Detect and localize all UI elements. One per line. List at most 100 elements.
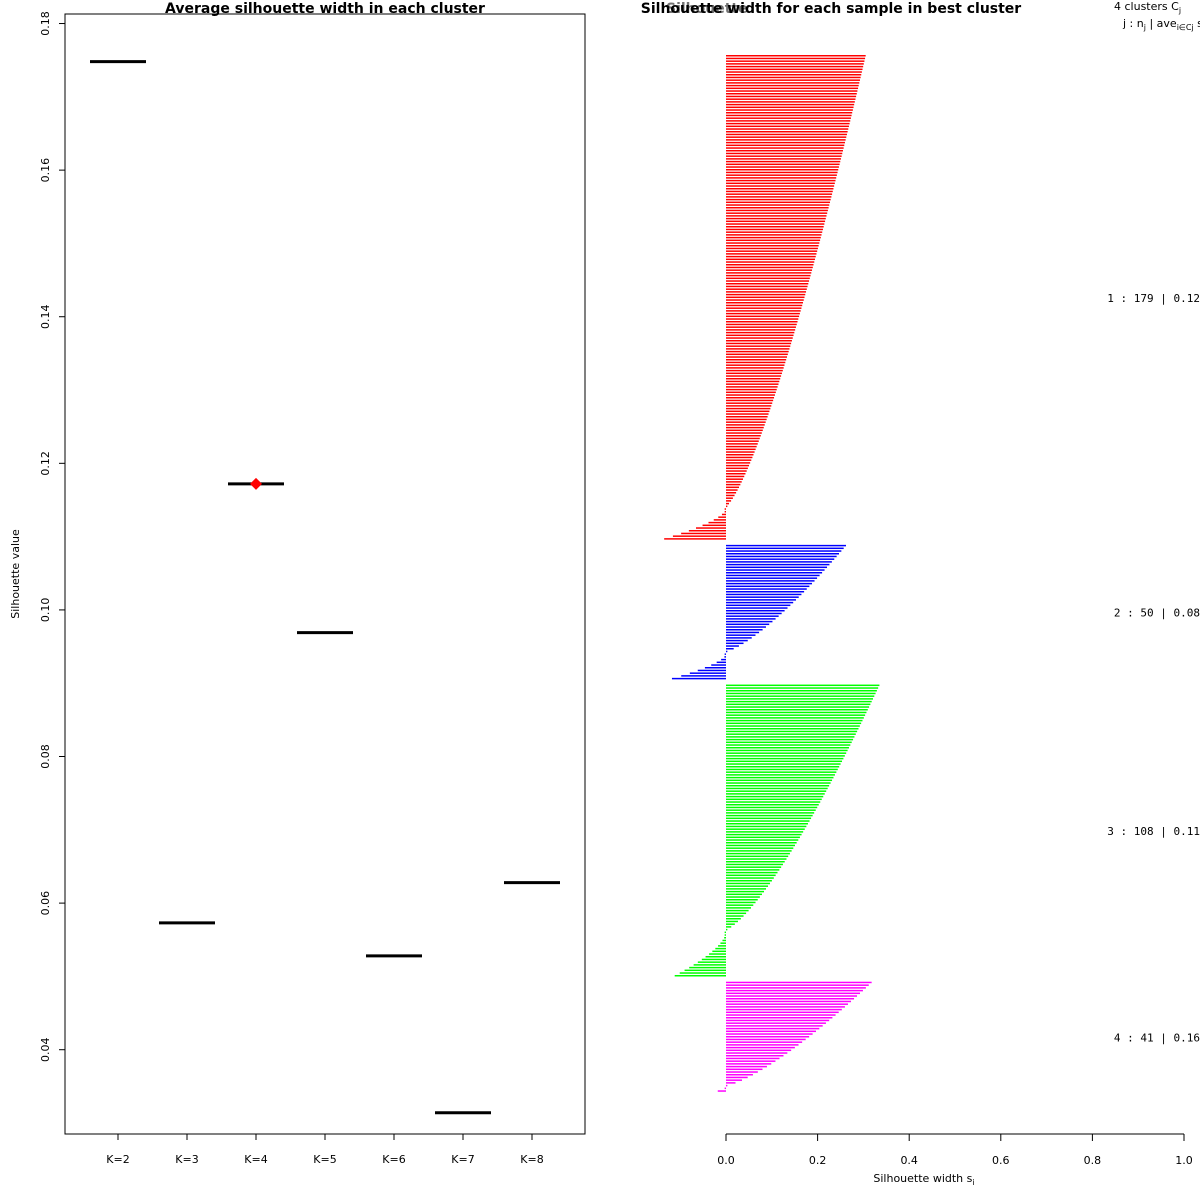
silhouette-bar-cluster-3: [726, 863, 783, 866]
silhouette-bar-cluster-3: [726, 771, 837, 773]
silhouette-bar-cluster-1: [726, 429, 763, 432]
silhouette-bar-cluster-3: [726, 893, 762, 896]
silhouette-bar-cluster-4: [726, 998, 855, 1000]
silhouette-bar-cluster-1: [726, 103, 855, 106]
silhouette-bar-cluster-3: [726, 760, 843, 763]
silhouette-bar-cluster-3: [726, 871, 778, 874]
silhouette-bar-cluster-1: [718, 516, 726, 518]
silhouette-bar-cluster-4: [726, 1027, 820, 1030]
x-tick-label: 0.8: [1084, 1154, 1102, 1167]
silhouette-bar-cluster-1: [726, 98, 856, 100]
silhouette-bar-cluster-4: [726, 1022, 826, 1024]
silhouette-bar-cluster-4: [726, 1071, 758, 1073]
silhouette-bar-cluster-1: [726, 494, 735, 497]
silhouette-bar-cluster-2: [726, 566, 828, 569]
silhouette-bar-cluster-1: [726, 264, 814, 266]
left-y-axis-label: Silhouette value: [9, 529, 22, 619]
silhouette-bar-cluster-2: [726, 563, 830, 566]
y-tick-label: 0.18: [39, 11, 52, 35]
silhouette-bar-cluster-2: [704, 667, 726, 669]
silhouette-bar-cluster-1: [726, 239, 821, 242]
silhouette-bar-cluster-3: [726, 747, 849, 749]
silhouette-bar-cluster-3: [712, 950, 727, 953]
silhouette-bar-cluster-4: [726, 981, 872, 984]
silhouette-bar-cluster-1: [726, 258, 815, 261]
silhouette-bar-cluster-2: [726, 620, 773, 623]
silhouette-bar-cluster-2: [726, 623, 770, 626]
silhouette-bar-cluster-4: [726, 1030, 816, 1033]
silhouette-bar-cluster-3: [726, 703, 871, 706]
silhouette-bar-cluster-3: [726, 852, 790, 855]
silhouette-bar-cluster-2: [726, 612, 782, 615]
silhouette-bar-cluster-3: [726, 831, 804, 833]
silhouette-bar-cluster-1: [726, 55, 866, 57]
x-tick-label: 0.0: [717, 1154, 735, 1167]
silhouette-bar-cluster-3: [726, 785, 830, 787]
silhouette-bar-cluster-3: [726, 828, 805, 830]
silhouette-bar-cluster-2: [726, 610, 785, 612]
silhouette-bar-cluster-3: [726, 923, 735, 925]
silhouette-bar-cluster-4: [726, 987, 866, 989]
silhouette-bar-cluster-1: [726, 166, 839, 168]
silhouette-bar-cluster-1: [726, 445, 757, 448]
silhouette-bar-cluster-3: [693, 964, 726, 966]
x-tick-label: K=2: [106, 1153, 129, 1166]
silhouette-bar-cluster-1: [726, 250, 818, 252]
silhouette-bar-cluster-3: [726, 790, 827, 792]
silhouette-bar-cluster-3: [726, 779, 833, 782]
silhouette-bar-cluster-3: [674, 975, 727, 977]
x-tick-label: K=3: [175, 1153, 198, 1166]
y-tick-label: 0.04: [39, 1037, 52, 1062]
silhouette-bar-cluster-1: [726, 421, 766, 423]
silhouette-bar-cluster-2: [726, 601, 794, 604]
silhouette-bar-cluster-1: [726, 288, 807, 290]
silhouette-bar-cluster-1: [726, 84, 859, 87]
silhouette-bar-cluster-2: [716, 661, 727, 664]
silhouette-bar-cluster-3: [726, 692, 876, 695]
silhouette-bar-cluster-1: [726, 242, 820, 244]
silhouette-bar-cluster-4: [726, 1000, 852, 1003]
silhouette-bar-cluster-1: [726, 391, 776, 394]
silhouette-bar-cluster-1: [726, 82, 860, 84]
silhouette-bar-cluster-3: [684, 969, 727, 972]
silhouette-bar-cluster-1: [726, 359, 787, 361]
silhouette-bar-cluster-4: [726, 1055, 784, 1057]
x-tick-label: K=5: [313, 1153, 336, 1166]
silhouette-bar-cluster-1: [708, 521, 726, 524]
cluster-label-3: 3 : 108 | 0.11: [1107, 825, 1200, 838]
y-tick-label: 0.08: [39, 744, 52, 769]
silhouette-bar-cluster-3: [726, 752, 847, 754]
silhouette-bar-cluster-2: [681, 675, 726, 677]
silhouette-bar-cluster-1: [726, 193, 833, 195]
silhouette-bar-cluster-4: [726, 984, 869, 986]
silhouette-bar-cluster-3: [726, 918, 741, 920]
silhouette-bar-cluster-1: [726, 323, 797, 326]
silhouette-bar-cluster-2: [726, 637, 752, 639]
silhouette-bar-cluster-1: [726, 160, 841, 163]
silhouette-bar-cluster-1: [726, 141, 845, 144]
silhouette-bar-cluster-2: [671, 677, 726, 680]
silhouette-bar-cluster-1: [726, 188, 834, 190]
x-tick-label: K=7: [451, 1153, 474, 1166]
silhouette-bar-cluster-4: [726, 1025, 823, 1027]
silhouette-bar-cluster-3: [724, 931, 726, 934]
silhouette-bar-cluster-1: [726, 405, 772, 407]
silhouette-bar-cluster-1: [724, 511, 726, 513]
right-chart-title: Silhouette width for each sample in best…: [641, 1, 1022, 17]
silhouette-bar-cluster-1: [726, 136, 847, 138]
silhouette-bar-cluster-1: [726, 310, 801, 312]
silhouette-bar-cluster-4: [717, 1090, 726, 1092]
silhouette-bar-cluster-3: [726, 888, 767, 890]
silhouette-bar-cluster-1: [726, 388, 777, 391]
silhouette-bar-cluster-3: [726, 763, 841, 765]
silhouette-bar-cluster-1: [726, 454, 754, 456]
silhouette-bar-cluster-3: [726, 825, 807, 828]
silhouette-bar-cluster-2: [724, 653, 726, 655]
silhouette-bar-cluster-1: [726, 220, 826, 223]
silhouette-bar-cluster-1: [726, 190, 833, 193]
cluster-label-4: 4 : 41 | 0.16: [1114, 1031, 1200, 1044]
silhouette-bar-cluster-3: [726, 855, 789, 858]
silhouette-bar-cluster-1: [726, 274, 811, 277]
silhouette-bar-cluster-1: [726, 79, 860, 81]
silhouette-bar-cluster-1: [726, 171, 838, 174]
